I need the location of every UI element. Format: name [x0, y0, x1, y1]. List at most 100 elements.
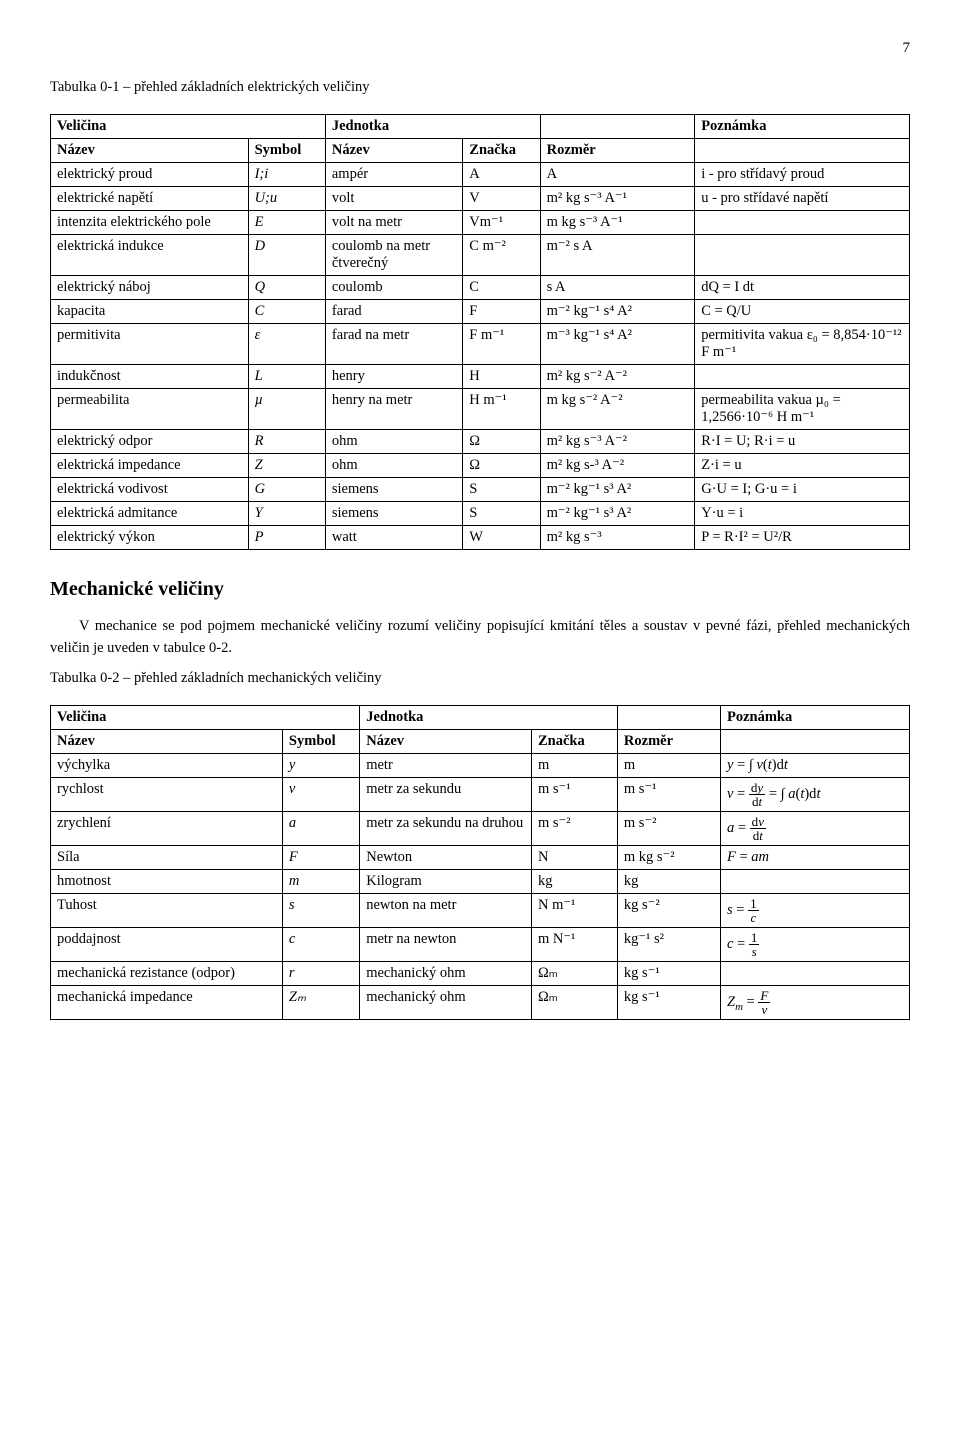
cell-poznamka: i - pro střídavý proud — [695, 163, 910, 187]
cell-poznamka: Z·i = u — [695, 454, 910, 478]
cell-poznamka — [695, 211, 910, 235]
cell-poznamka: s = 1c — [720, 894, 909, 928]
cell-rozmer: m⁻² kg⁻¹ s³ A² — [540, 502, 695, 526]
cell-znacka: Ω — [463, 454, 540, 478]
table-row: zrychleníametr za sekundu na druhoum s⁻²… — [51, 812, 910, 846]
cell-poznamka: dQ = I dt — [695, 276, 910, 300]
cell-znacka: Vm⁻¹ — [463, 211, 540, 235]
col-group-poznamka: Poznámka — [695, 115, 910, 139]
cell-nazev: Síla — [51, 846, 283, 870]
cell-poznamka — [720, 962, 909, 986]
cell-poznamka: C = Q/U — [695, 300, 910, 324]
cell-poznamka: F = am — [720, 846, 909, 870]
cell-symbol: I;i — [248, 163, 325, 187]
cell-rozmer: kg s⁻² — [617, 894, 720, 928]
col-znacka: Značka — [463, 139, 540, 163]
cell-rozmer: kg — [617, 870, 720, 894]
cell-nazev: kapacita — [51, 300, 249, 324]
cell-symbol: R — [248, 430, 325, 454]
col-group-jednotka: Jednotka — [325, 115, 540, 139]
cell-poznamka: permitivita vakua ε₀ = 8,854·10⁻¹² F m⁻¹ — [695, 324, 910, 365]
cell-nazev: mechanická impedance — [51, 986, 283, 1020]
cell-rozmer: m kg s⁻² — [617, 846, 720, 870]
cell-jnazev: mechanický ohm — [360, 986, 532, 1020]
table-row: elektrický proudI;iampérAAi - pro střída… — [51, 163, 910, 187]
cell-nazev: poddajnost — [51, 928, 283, 962]
col-group-blank — [540, 115, 695, 139]
table1: VeličinaJednotkaPoznámkaNázevSymbolNázev… — [50, 114, 910, 550]
cell-nazev: indukčnost — [51, 365, 249, 389]
cell-rozmer: A — [540, 163, 695, 187]
cell-jnazev: metr za sekundu na druhou — [360, 812, 532, 846]
cell-jnazev: Kilogram — [360, 870, 532, 894]
col-symbol: Symbol — [248, 139, 325, 163]
table-row: rychlostvmetr za sekundum s⁻¹m s⁻¹v = dy… — [51, 777, 910, 811]
table-row: elektrické napětíU;uvoltVm² kg s⁻³ A⁻¹u … — [51, 187, 910, 211]
cell-nazev: elektrické napětí — [51, 187, 249, 211]
cell-jnazev: metr — [360, 753, 532, 777]
cell-znacka: N m⁻¹ — [532, 894, 618, 928]
cell-symbol: c — [282, 928, 359, 962]
col-nazev: Název — [51, 729, 283, 753]
cell-poznamka — [720, 870, 909, 894]
cell-symbol: y — [282, 753, 359, 777]
cell-poznamka — [695, 235, 910, 276]
cell-symbol: F — [282, 846, 359, 870]
cell-rozmer: m kg s⁻³ A⁻¹ — [540, 211, 695, 235]
table-row: permitivitaεfarad na metrF m⁻¹m⁻³ kg⁻¹ s… — [51, 324, 910, 365]
cell-nazev: elektrický výkon — [51, 526, 249, 550]
cell-symbol: a — [282, 812, 359, 846]
cell-nazev: rychlost — [51, 777, 283, 811]
cell-rozmer: m s⁻² — [617, 812, 720, 846]
cell-rozmer: m² kg s⁻³ — [540, 526, 695, 550]
col-group-poznamka: Poznámka — [720, 705, 909, 729]
cell-poznamka: c = 1s — [720, 928, 909, 962]
col-nazev2: Název — [360, 729, 532, 753]
cell-znacka: W — [463, 526, 540, 550]
paragraph-mech: V mechanice se pod pojmem mechanické vel… — [50, 615, 910, 660]
cell-znacka: S — [463, 502, 540, 526]
cell-rozmer: m² kg s⁻³ A⁻² — [540, 430, 695, 454]
cell-jnazev: ohm — [325, 454, 462, 478]
cell-znacka: Ωₘ — [532, 986, 618, 1020]
cell-jnazev: farad — [325, 300, 462, 324]
cell-nazev: výchylka — [51, 753, 283, 777]
cell-poznamka: R·I = U; R·i = u — [695, 430, 910, 454]
cell-rozmer: m⁻² s A — [540, 235, 695, 276]
cell-nazev: elektrický náboj — [51, 276, 249, 300]
col-znacka: Značka — [532, 729, 618, 753]
table-row: hmotnostmKilogramkgkg — [51, 870, 910, 894]
cell-symbol: C — [248, 300, 325, 324]
cell-poznamka: Y·u = i — [695, 502, 910, 526]
cell-symbol: U;u — [248, 187, 325, 211]
cell-rozmer: m² kg s⁻³ A⁻¹ — [540, 187, 695, 211]
cell-nazev: elektrický odpor — [51, 430, 249, 454]
table-row: elektrický výkonPwattWm² kg s⁻³P = R·I² … — [51, 526, 910, 550]
cell-rozmer: m⁻² kg⁻¹ s³ A² — [540, 478, 695, 502]
cell-poznamka: v = dydt = ∫ a(t)dt — [720, 777, 909, 811]
table2: VeličinaJednotkaPoznámkaNázevSymbolNázev… — [50, 705, 910, 1020]
table-row: výchylkaymetrmmy = ∫ v(t)dt — [51, 753, 910, 777]
cell-nazev: permeabilita — [51, 389, 249, 430]
cell-poznamka: P = R·I² = U²/R — [695, 526, 910, 550]
cell-poznamka: u - pro střídavé napětí — [695, 187, 910, 211]
cell-nazev: elektrická admitance — [51, 502, 249, 526]
cell-rozmer: m⁻² kg⁻¹ s⁴ A² — [540, 300, 695, 324]
table-row: mechanická rezistance (odpor)rmechanický… — [51, 962, 910, 986]
cell-jnazev: siemens — [325, 478, 462, 502]
cell-poznamka: G·U = I; G·u = i — [695, 478, 910, 502]
cell-znacka: Ωₘ — [532, 962, 618, 986]
table-row: elektrický odporRohmΩm² kg s⁻³ A⁻²R·I = … — [51, 430, 910, 454]
cell-symbol: Q — [248, 276, 325, 300]
cell-znacka: H m⁻¹ — [463, 389, 540, 430]
cell-znacka: V — [463, 187, 540, 211]
table-row: mechanická impedanceZₘmechanický ohmΩₘkg… — [51, 986, 910, 1020]
cell-symbol: P — [248, 526, 325, 550]
col-group-velicina: Veličina — [51, 115, 326, 139]
cell-jnazev: farad na metr — [325, 324, 462, 365]
cell-znacka: S — [463, 478, 540, 502]
cell-jnazev: ampér — [325, 163, 462, 187]
col-rozmer: Rozměr — [540, 139, 695, 163]
cell-rozmer: m² kg s-³ A⁻² — [540, 454, 695, 478]
cell-nazev: intenzita elektrického pole — [51, 211, 249, 235]
